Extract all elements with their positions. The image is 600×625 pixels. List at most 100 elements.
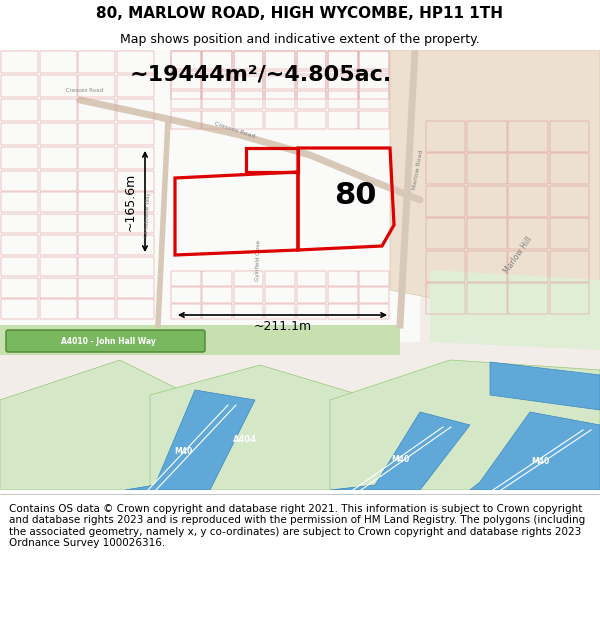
Bar [328,71,358,89]
Text: M40: M40 [174,448,192,456]
Bar [1,235,38,255]
Polygon shape [0,360,200,490]
Bar [1,122,38,145]
Bar [328,288,358,302]
Bar [202,51,232,69]
Bar [467,186,506,217]
Polygon shape [430,270,600,350]
Bar [1,99,38,121]
Bar [426,283,466,314]
Text: ~165.6m: ~165.6m [124,173,137,231]
Bar [328,51,358,69]
Bar [117,192,154,212]
Bar [171,111,200,129]
Text: 80: 80 [334,181,376,209]
Text: M40: M40 [391,456,409,464]
Bar [171,76,200,99]
Bar [40,235,77,255]
Bar [265,271,295,286]
Bar [508,251,548,282]
Bar [202,304,232,319]
Bar [233,91,263,109]
Bar [359,288,389,302]
Bar [117,75,154,98]
Polygon shape [390,50,600,330]
Bar [296,288,326,302]
Bar [171,304,200,319]
Bar [40,75,77,98]
Bar [40,122,77,145]
Bar [117,235,154,255]
Bar [265,288,295,302]
Bar [296,271,326,286]
Bar [171,71,200,89]
Text: M40: M40 [531,458,549,466]
FancyBboxPatch shape [6,330,205,352]
Bar [1,192,38,212]
Text: Marlow Road: Marlow Road [412,149,424,191]
Bar [40,147,77,169]
Bar [202,76,232,99]
Bar [550,218,589,249]
Bar [40,171,77,191]
Bar [117,99,154,121]
Bar [508,283,548,314]
Polygon shape [125,390,255,490]
Bar [296,111,326,129]
Bar [233,51,263,69]
Bar [296,91,326,109]
Bar [1,299,38,319]
Bar [550,153,589,184]
Bar [265,111,295,129]
Bar [265,51,295,69]
Bar [40,299,77,319]
Bar [265,71,295,89]
Bar [426,121,466,152]
Bar [78,256,115,276]
Bar [467,218,506,249]
Bar [1,75,38,98]
Bar [202,51,232,74]
Bar [78,51,115,73]
Bar [359,71,389,89]
Bar [467,153,506,184]
Bar [40,192,77,212]
Bar [296,304,326,319]
Bar [202,111,232,129]
Bar [296,71,326,89]
Text: A4010 - John Hall Way: A4010 - John Hall Way [61,336,155,346]
Bar [233,304,263,319]
Bar [265,51,295,74]
Bar [117,214,154,234]
Bar [40,99,77,121]
Bar [202,271,232,286]
Bar [426,153,466,184]
Bar [328,76,358,99]
Bar [359,271,389,286]
Bar [328,304,358,319]
Bar [328,111,358,129]
Text: ~211.1m: ~211.1m [253,321,311,334]
Bar [117,278,154,298]
Text: Gylnfield Close: Gylnfield Close [255,239,261,281]
Bar [78,278,115,298]
Bar [202,91,232,109]
Bar [78,75,115,98]
Bar [202,288,232,302]
Bar [233,76,263,99]
Bar [426,218,466,249]
Bar [78,192,115,212]
Bar [265,304,295,319]
Polygon shape [470,412,600,490]
Bar [426,251,466,282]
Bar [40,278,77,298]
Bar [117,51,154,73]
Bar [550,186,589,217]
Bar [40,51,77,73]
Bar [359,76,389,99]
Bar [1,214,38,234]
Text: Map shows position and indicative extent of the property.: Map shows position and indicative extent… [120,32,480,46]
Bar [467,283,506,314]
Bar [233,288,263,302]
Bar [40,214,77,234]
